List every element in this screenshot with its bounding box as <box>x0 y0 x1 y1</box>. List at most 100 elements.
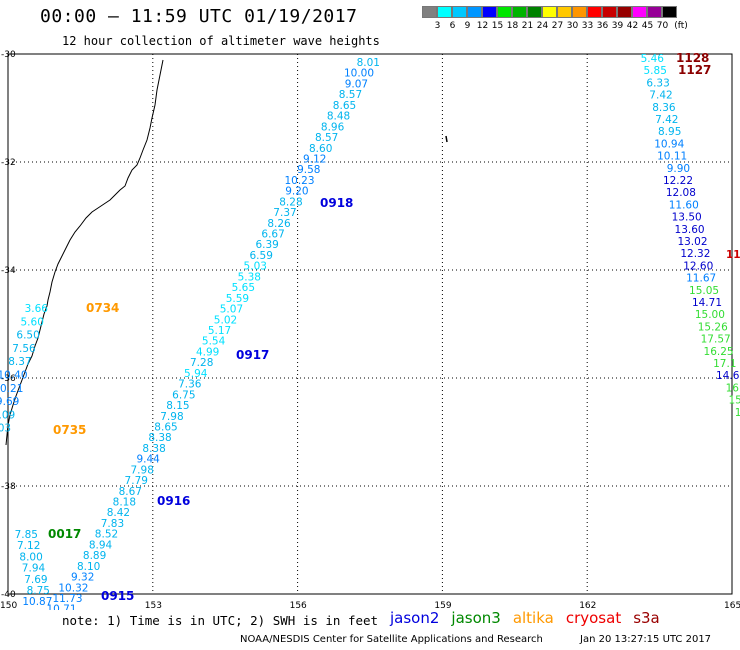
swh-value-track1: 6.39 <box>255 239 278 251</box>
color-scale-tick: 33 <box>581 21 594 31</box>
coastline <box>5 59 164 446</box>
swh-value-track1: 8.52 <box>95 529 118 541</box>
longitude-label: 162 <box>579 601 596 610</box>
satellite-legend-item: s3a <box>633 609 660 627</box>
swh-value-track2: 3.66 <box>25 303 49 315</box>
swh-value-track4: 12.22 <box>663 175 693 187</box>
color-swatch <box>662 6 677 18</box>
color-swatch <box>542 6 557 18</box>
color-scale-tick: 15 <box>491 21 504 31</box>
color-swatch <box>572 6 587 18</box>
color-swatch <box>512 6 527 18</box>
color-scale-tick: 42 <box>626 21 639 31</box>
swh-value-track1: 6.75 <box>172 389 195 401</box>
swh-value-track3: 7.85 <box>15 529 38 541</box>
color-scale-tick: 3 <box>434 21 441 31</box>
color-swatch <box>602 6 617 18</box>
latitude-label: -40 <box>1 590 16 600</box>
swh-value-track4: 8.36 <box>652 102 676 114</box>
swh-value-track4: 10.11 <box>657 151 687 163</box>
swh-value-track4: 11.67 <box>686 273 716 285</box>
swh-value-track3: 8.75 <box>27 585 50 597</box>
swh-value-track1: 8.48 <box>327 111 350 123</box>
pass-time-label: 0017 <box>48 527 81 541</box>
swh-value-track2: 8.37 <box>8 356 31 368</box>
swh-value-track1: 8.10 <box>77 561 100 573</box>
swh-value-track1: 8.28 <box>279 196 302 208</box>
latitude-label: -38 <box>1 482 16 492</box>
swh-value-track1: 10.71 <box>46 604 76 610</box>
swh-value-track4: 13.50 <box>672 212 702 224</box>
swh-value-track4: 13.60 <box>675 224 705 236</box>
swh-value-track1: 8.57 <box>339 89 362 101</box>
swh-value-track4: 8.95 <box>658 126 681 138</box>
satellite-legend-item: jason3 <box>451 609 501 627</box>
swh-value-track1: 10.32 <box>58 582 88 594</box>
swh-value-track1: 5.38 <box>238 271 261 283</box>
color-scale-ticks: 3 6 9 12 15 18 21 24 27 30 33 36 39 42 45 70 (ft) <box>422 21 692 31</box>
swh-value-track4: 7.42 <box>655 114 678 126</box>
swh-value-track1: 7.98 <box>131 464 154 476</box>
color-swatch <box>647 6 662 18</box>
satellite-legend-item: altika <box>512 609 554 627</box>
swh-value-track2: 6.50 <box>16 330 39 342</box>
swh-value-track1: 5.65 <box>232 282 255 294</box>
swh-value-track1: 8.89 <box>83 550 106 562</box>
swh-value-track1: 8.38 <box>148 432 171 444</box>
color-scale-tick: 12 <box>476 21 489 31</box>
color-swatch <box>437 6 452 18</box>
swh-value-track4: 10.94 <box>654 138 684 150</box>
satellite-legend-item: jason2 <box>390 609 440 627</box>
swh-value-track2: 7.56 <box>12 343 36 355</box>
swh-value-track1: 8.60 <box>309 143 332 155</box>
latitude-label: -32 <box>1 158 16 168</box>
color-scale-tick: 21 <box>521 21 534 31</box>
color-scale-tick: 70 <box>656 21 669 31</box>
swh-value-track4: 5.85 <box>644 65 667 77</box>
swh-value-track2: 5.60 <box>21 316 44 328</box>
swh-value-track1: 5.54 <box>202 336 226 348</box>
swh-value-edge: 11 <box>726 249 740 261</box>
swh-value-track1: 8.01 <box>357 57 380 69</box>
color-swatch <box>482 6 497 18</box>
swh-value-track3: 8.00 <box>19 551 42 563</box>
longitude-label: 150 <box>0 601 17 610</box>
swh-value-track1: 5.17 <box>208 325 231 337</box>
swh-value-track4: 17.1 <box>713 358 736 370</box>
color-scale-tick: 6 <box>449 21 456 31</box>
color-scale-tick: 30 <box>566 21 579 31</box>
swh-value-track1: 8.57 <box>315 132 338 144</box>
swh-value-track1: 8.38 <box>142 443 165 455</box>
swh-value-track1: 9.58 <box>297 164 320 176</box>
swh-value-track1: 8.65 <box>333 100 356 112</box>
satellite-legend: jason2 jason3 altika cryosat s3a <box>390 609 672 627</box>
swh-value-track3: 10.87 <box>22 596 52 608</box>
swh-value-track1: 6.67 <box>261 229 284 241</box>
swh-value-track1: 6.59 <box>250 250 273 262</box>
color-scale-tick: 27 <box>551 21 564 31</box>
color-scale-tick: 18 <box>506 21 519 31</box>
swh-value-track2: 6.03 <box>0 423 11 435</box>
swh-value-track1: 8.94 <box>89 539 113 551</box>
swh-value-track1: 8.15 <box>166 400 189 412</box>
pass-time-label: 1128 <box>676 51 709 65</box>
swh-value-track1: 9.12 <box>303 153 326 165</box>
swh-value-track4: 9.90 <box>667 163 690 175</box>
color-swatch <box>617 6 632 18</box>
swh-value-track1: 5.03 <box>244 261 267 273</box>
color-scale-tick: 39 <box>611 21 624 31</box>
pass-time-label: 0917 <box>236 348 269 362</box>
swh-value-track4: 15.26 <box>698 321 728 333</box>
swh-value-track1: 7.79 <box>125 475 148 487</box>
pass-time-label: 0734 <box>86 301 119 315</box>
color-swatch <box>632 6 647 18</box>
swh-value-track1: 7.83 <box>101 518 124 530</box>
swh-value-track2: 10.21 <box>0 383 23 395</box>
color-swatch <box>497 6 512 18</box>
pass-time-label: 0916 <box>157 494 190 508</box>
color-swatch <box>422 6 437 18</box>
swh-value-track1: 7.28 <box>190 357 213 369</box>
map-frame <box>7 53 733 595</box>
color-scale-tick: 45 <box>641 21 654 31</box>
credit-line: NOAA/NESDIS Center for Satellite Applica… <box>240 634 543 645</box>
